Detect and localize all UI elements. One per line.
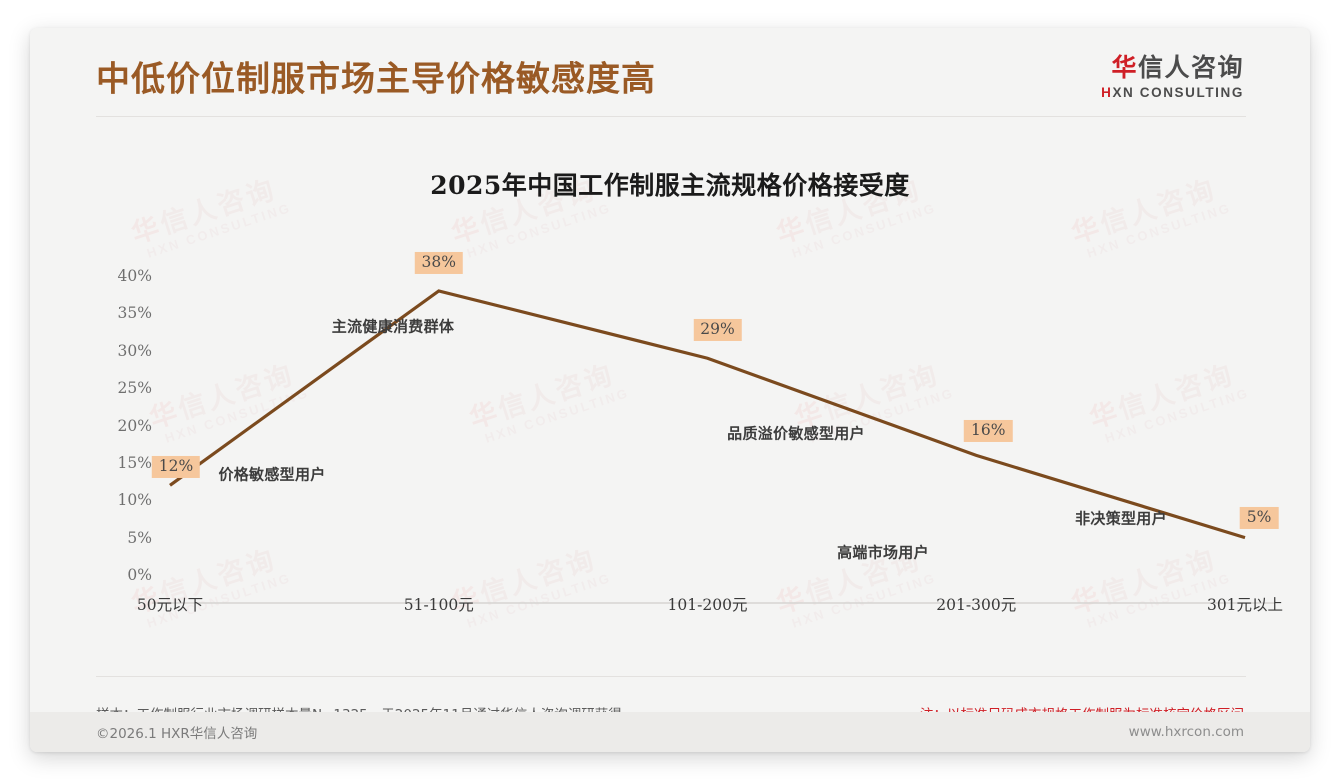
copyright-text: ©2026.1 HXR华信人咨询	[96, 726, 258, 742]
header-divider	[96, 116, 1246, 117]
slide-card: 华信人咨询 HXN CONSULTING 华信人咨询 HXN CONSULTING 华信…	[30, 28, 1310, 752]
y-axis-ticks: 0% 5% 10% 15% 20% 25% 30% 35% 40%	[76, 28, 152, 752]
point-annotation-label: 价格敏感型用户	[218, 465, 326, 484]
point-annotation-label: 非决策型用户	[1075, 509, 1167, 528]
x-axis-tick-label: 51-100元	[403, 596, 474, 614]
x-axis-tick-label: 50元以下	[136, 596, 204, 614]
x-axis-tick-label: 101-200元	[667, 596, 748, 614]
logo-english: HXN CONSULTING	[1101, 85, 1244, 100]
y-axis-tick-label: 5%	[127, 528, 152, 547]
line-chart: 0% 5% 10% 15% 20% 25% 30% 35% 40% 50元以下 51-100元 10…	[30, 28, 1310, 752]
y-axis-tick-label: 15%	[117, 453, 152, 472]
footer-divider	[96, 676, 1246, 677]
brand-logo: 华信人咨询 HXN CONSULTING	[1101, 53, 1244, 100]
y-axis-tick-label: 40%	[117, 267, 152, 285]
data-point-label: 38%	[414, 251, 463, 274]
y-axis-tick-label: 35%	[117, 304, 152, 323]
x-axis-tick-label: 301元以上	[1206, 596, 1284, 614]
logo-english-accent: H	[1101, 84, 1113, 100]
data-point-label: 29%	[693, 319, 742, 342]
logo-chinese-rest: 信人咨询	[1137, 53, 1244, 82]
bottom-bar: ©2026.1 HXR华信人咨询 www.hxrcon.com	[30, 712, 1310, 752]
point-annotation-label: 品质溢价敏感型用户	[727, 424, 865, 443]
point-annotation-label: 主流健康消费群体	[331, 317, 455, 336]
y-axis-tick-label: 30%	[117, 341, 152, 360]
website-url: www.hxrcon.com	[1128, 724, 1244, 740]
chart-plot-svg	[152, 289, 1275, 604]
y-axis-tick-label: 10%	[117, 491, 152, 510]
data-point-label: 12%	[151, 456, 201, 479]
y-axis-tick-label: 25%	[117, 379, 152, 398]
data-point-label: 5%	[1239, 506, 1279, 529]
logo-chinese: 华信人咨询	[1101, 53, 1244, 83]
data-point-label: 16%	[964, 420, 1013, 443]
data-line	[169, 289, 1246, 540]
chart-title: 2025年中国工作制服主流规格价格接受度	[430, 171, 910, 200]
slide-header: 中低价位制服市场主导价格敏感度高 华信人咨询 HXN CONSULTING	[30, 28, 1310, 124]
x-axis-tick-label: 201-300元	[936, 596, 1017, 614]
logo-chinese-accent: 华	[1111, 53, 1138, 82]
y-axis-tick-label: 20%	[117, 416, 152, 435]
y-axis-tick-label: 0%	[127, 566, 152, 584]
page-title: 中低价位制服市场主导价格敏感度高	[96, 59, 656, 100]
point-annotation-label: 高端市场用户	[837, 543, 929, 562]
logo-english-rest: XN CONSULTING	[1112, 84, 1244, 100]
